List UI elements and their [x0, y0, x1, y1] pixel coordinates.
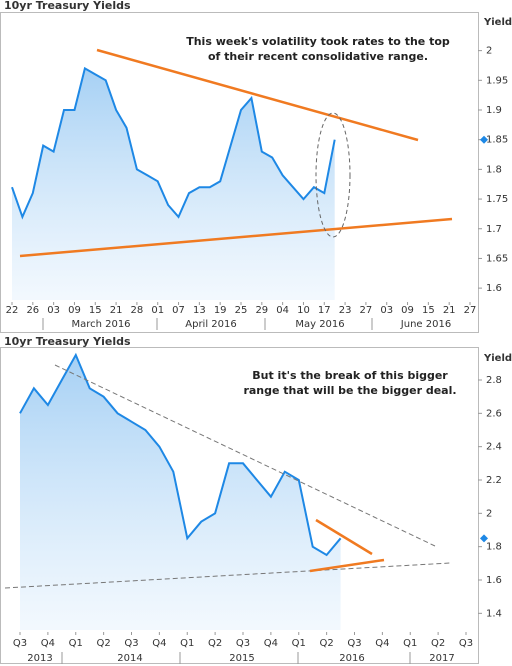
x-tick-label: Q2 — [431, 638, 445, 649]
trend-line — [19, 217, 453, 258]
x-tick-label: 23 — [339, 305, 352, 316]
chart-title: 10yr Treasury Yields — [4, 335, 131, 348]
area — [12, 68, 335, 301]
x-tick-label: 27 — [464, 305, 477, 316]
y-tick-label: 1.7 — [486, 224, 502, 235]
x-tick-label: 09 — [401, 305, 414, 316]
y-tick-label: 2 — [486, 508, 492, 519]
y-axis-label: Yield — [483, 17, 512, 28]
line — [11, 66, 336, 220]
y-tick-label: 1.6 — [486, 283, 502, 294]
x-tick-label: 01 — [151, 305, 164, 316]
x-tick-label: 15 — [422, 305, 435, 316]
trend-line — [4, 562, 451, 589]
x-tick-label: 21 — [443, 305, 456, 316]
trend-line — [315, 112, 351, 238]
x-tick-label: Q1 — [292, 638, 306, 649]
y-tick-label: 1.4 — [486, 608, 502, 619]
x-tick-label: Q1 — [69, 638, 83, 649]
x-tick-label: 17 — [318, 305, 331, 316]
x-tick-label: Q2 — [208, 638, 222, 649]
x-tick-label: Q3 — [124, 638, 138, 649]
x-tick-label: 21 — [110, 305, 123, 316]
panel-border — [0, 12, 479, 333]
y-tick-label: 1.85 — [486, 135, 508, 146]
x-tick-label: Q4 — [41, 638, 55, 649]
y-tick-label: 1.65 — [486, 253, 508, 264]
x-tick-label: 15 — [89, 305, 102, 316]
y-tick-label: 2 — [486, 46, 492, 57]
y-tick-label: 2.4 — [486, 442, 502, 453]
y-tick-label: 1.95 — [486, 75, 508, 86]
x-tick-label: Q1 — [180, 638, 194, 649]
y-tick-label: 2.6 — [486, 408, 502, 419]
x-tick-label: Q3 — [13, 638, 27, 649]
period-label: 2014 — [117, 653, 142, 664]
y-tick-label: 1.8 — [486, 542, 502, 553]
x-tick-label: Q3 — [347, 638, 361, 649]
annotation: But it's the break of this bigger — [252, 369, 448, 382]
y-tick-label: 1.6 — [486, 575, 502, 586]
x-tick-label: 13 — [193, 305, 206, 316]
y-tick-label: 1.9 — [486, 105, 502, 116]
line — [19, 352, 342, 557]
x-tick-label: Q2 — [97, 638, 111, 649]
x-tick-label: 28 — [131, 305, 144, 316]
period-label: 2015 — [229, 653, 254, 664]
period-label: 2017 — [429, 653, 454, 664]
x-tick-label: 26 — [26, 305, 39, 316]
current-marker — [480, 135, 488, 144]
x-tick-label: 10 — [297, 305, 310, 316]
period-label: May 2016 — [295, 319, 344, 330]
x-tick-label: Q4 — [264, 638, 278, 649]
x-tick-label: Q4 — [375, 638, 389, 649]
x-tick-label: Q3 — [236, 638, 250, 649]
y-tick-label: 1.8 — [486, 164, 502, 175]
x-tick-label: Q4 — [152, 638, 166, 649]
x-tick-label: 09 — [68, 305, 81, 316]
x-tick-label: Q1 — [403, 638, 417, 649]
panel-border — [0, 347, 479, 664]
y-tick-label: 2.2 — [486, 475, 502, 486]
x-tick-label: Q3 — [459, 638, 473, 649]
x-tick-label: 22 — [6, 305, 19, 316]
period-label: 2016 — [339, 653, 364, 664]
trend-line — [54, 364, 436, 547]
period-label: April 2016 — [185, 319, 236, 330]
trend-line — [315, 518, 373, 556]
y-tick-label: 2.8 — [486, 375, 502, 386]
annotation: This week's volatility took rates to the… — [186, 35, 450, 48]
period-label: June 2016 — [400, 319, 451, 330]
x-tick-label: 03 — [47, 305, 60, 316]
y-tick-label: 1.75 — [486, 194, 508, 205]
period-label: March 2016 — [71, 319, 130, 330]
annotation: range that will be the bigger deal. — [243, 384, 456, 397]
x-tick-label: 27 — [360, 305, 373, 316]
area — [20, 355, 341, 630]
x-tick-label: 25 — [235, 305, 248, 316]
chart-title: 10yr Treasury Yields — [4, 0, 131, 12]
annotation: of their recent consolidative range. — [208, 50, 428, 63]
trend-line — [309, 558, 385, 573]
x-tick-label: 07 — [172, 305, 185, 316]
x-tick-label: 19 — [214, 305, 227, 316]
x-tick-label: 04 — [276, 305, 289, 316]
x-tick-label: 03 — [380, 305, 393, 316]
x-tick-label: 29 — [255, 305, 268, 316]
trend-line — [96, 48, 419, 142]
y-axis-label: Yield — [483, 353, 512, 364]
period-label: 2013 — [27, 653, 52, 664]
x-tick-label: Q2 — [320, 638, 334, 649]
current-marker — [480, 534, 488, 543]
